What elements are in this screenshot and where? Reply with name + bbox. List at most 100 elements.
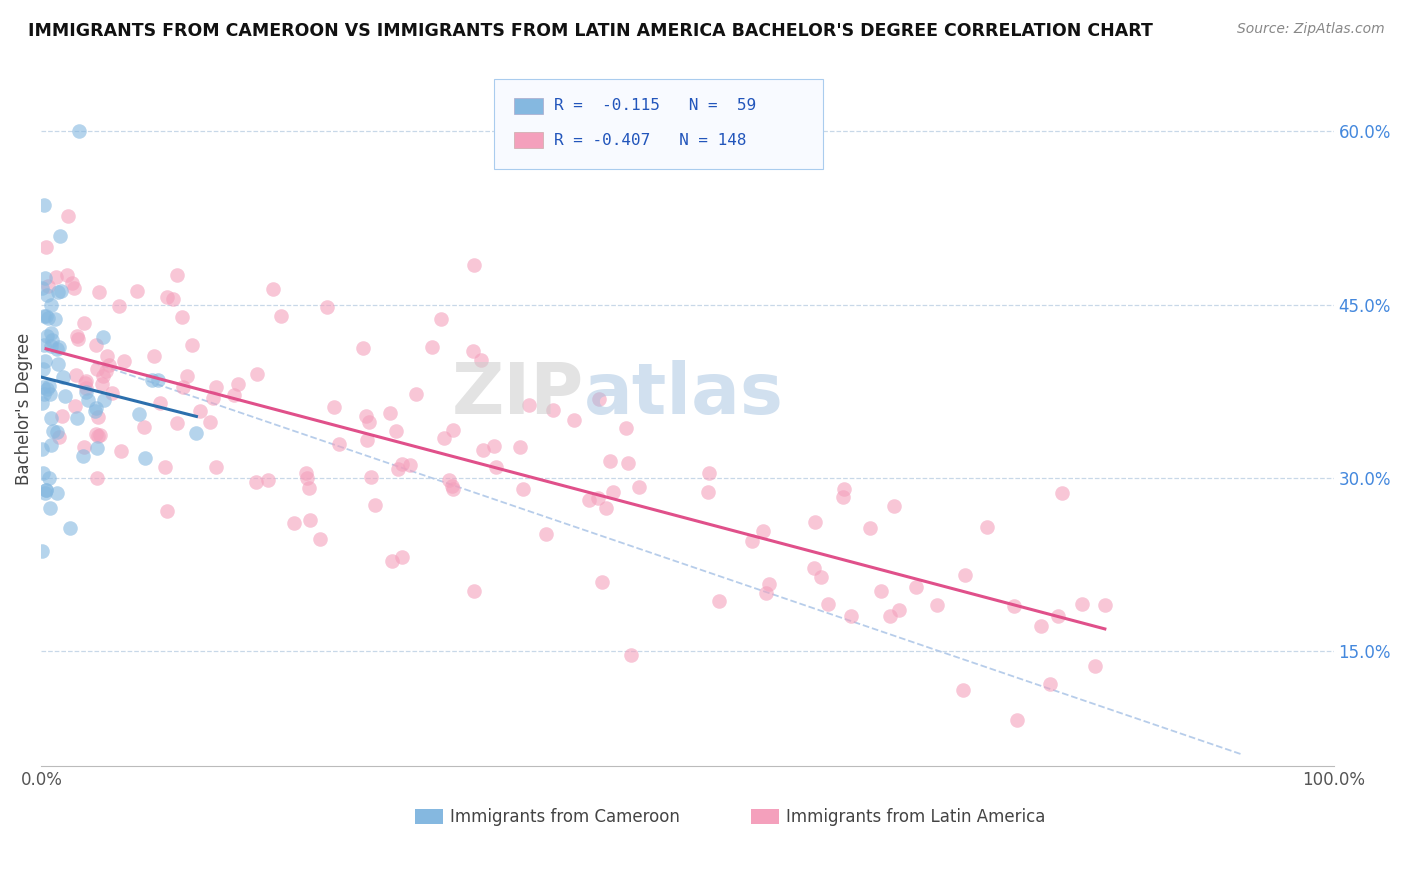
Point (519, 398, 541, 412)
Point (463, 344, 485, 359)
Point (387, 462, 409, 476)
Point (94, 363, 117, 377)
Point (817, 597, 839, 611)
Point (62, 281, 84, 295)
Point (470, 352, 492, 367)
Point (364, 499, 387, 513)
Point (31, 380, 53, 394)
Point (595, 500, 617, 515)
Point (322, 400, 344, 414)
Point (143, 349, 166, 363)
FancyBboxPatch shape (494, 79, 823, 169)
Point (228, 377, 250, 392)
Point (176, 369, 198, 384)
Point (380, 554, 402, 568)
Point (134, 420, 156, 434)
Point (75, 374, 97, 388)
Point (391, 458, 413, 472)
Point (87, 285, 110, 299)
Point (34, 486, 56, 500)
Point (101, 385, 124, 400)
Point (31, 544, 53, 558)
Point (398, 458, 420, 472)
Point (205, 459, 228, 474)
Point (86, 442, 108, 456)
Point (149, 396, 172, 410)
Point (84, 338, 107, 352)
Point (86, 429, 108, 443)
Point (405, 386, 427, 401)
Text: R = -0.407   N = 148: R = -0.407 N = 148 (554, 133, 747, 148)
Point (832, 482, 855, 496)
Point (49, 284, 72, 298)
FancyBboxPatch shape (515, 98, 543, 113)
Point (1084, 658, 1107, 673)
Point (49, 229, 72, 244)
Point (357, 415, 380, 429)
Text: IMMIGRANTS FROM CAMEROON VS IMMIGRANTS FROM LATIN AMERICA BACHELOR'S DEGREE CORR: IMMIGRANTS FROM CAMEROON VS IMMIGRANTS F… (28, 22, 1153, 40)
Point (69, 124, 91, 138)
Point (77, 392, 100, 407)
Point (295, 471, 318, 485)
Point (34, 310, 56, 324)
Point (46, 357, 69, 371)
Point (31, 396, 53, 410)
Point (134, 450, 156, 465)
Point (472, 443, 495, 458)
Point (887, 602, 910, 616)
Point (65, 399, 87, 413)
Point (66, 329, 89, 343)
FancyBboxPatch shape (415, 809, 443, 824)
Point (73, 441, 96, 455)
Point (37, 311, 59, 326)
Point (86, 401, 108, 416)
Point (75, 381, 97, 395)
Point (114, 353, 136, 368)
Point (1070, 597, 1092, 611)
Point (60, 276, 83, 290)
Point (35, 288, 58, 302)
Point (89, 428, 111, 442)
Point (39, 411, 62, 425)
Point (84, 404, 107, 418)
Point (75, 376, 97, 391)
Point (245, 475, 267, 489)
Point (309, 532, 332, 546)
Point (38, 471, 60, 485)
Point (707, 594, 730, 608)
Point (952, 682, 974, 697)
Point (354, 409, 377, 424)
Point (34, 483, 56, 497)
Point (75, 385, 97, 400)
Point (34, 270, 56, 285)
Point (588, 392, 610, 406)
Point (578, 492, 600, 507)
Point (803, 561, 825, 575)
Text: Immigrants from Cameroon: Immigrants from Cameroon (450, 807, 679, 825)
Point (35, 310, 58, 324)
Point (93, 369, 115, 384)
Point (420, 340, 443, 354)
Point (32, 362, 55, 376)
Point (181, 338, 204, 352)
Point (35, 240, 58, 254)
Point (869, 583, 891, 598)
Point (927, 598, 949, 612)
Point (859, 521, 882, 535)
Point (1039, 676, 1062, 690)
Point (270, 309, 292, 323)
Point (257, 474, 280, 488)
Text: Immigrants from Latin America: Immigrants from Latin America (786, 807, 1045, 825)
Point (166, 416, 188, 430)
Point (755, 586, 778, 600)
Point (509, 440, 531, 454)
Point (52, 370, 75, 384)
Point (32, 337, 55, 351)
Point (1050, 486, 1073, 500)
Point (440, 478, 463, 492)
Point (298, 481, 321, 495)
Point (125, 284, 148, 298)
Point (295, 466, 318, 480)
Point (512, 482, 534, 496)
Point (66, 410, 89, 425)
